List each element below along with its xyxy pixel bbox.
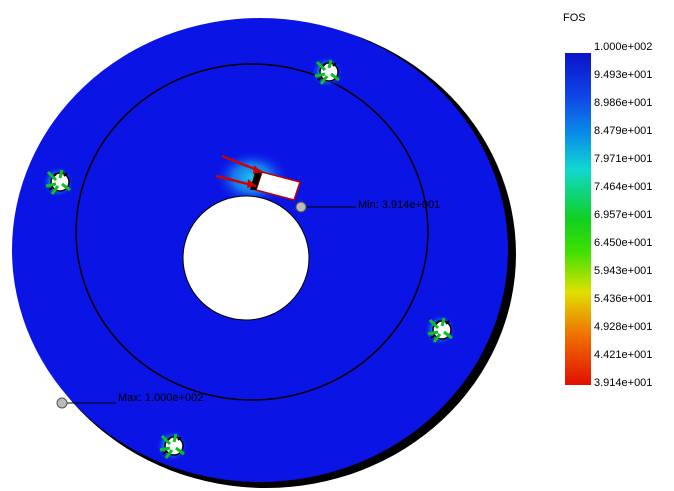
fea-view: Min: 3.914e+001 Max: 1.000e+002 FOS 1.00… xyxy=(0,0,674,491)
min-label: Min: 3.914e+001 xyxy=(358,199,440,211)
legend-label: 8.986e+001 xyxy=(594,97,652,109)
legend-label: 3.914e+001 xyxy=(594,377,652,389)
legend-label: 4.421e+001 xyxy=(594,349,652,361)
legend-label: 8.479e+001 xyxy=(594,125,652,137)
legend-label: 1.000e+002 xyxy=(594,41,652,53)
legend-label: 9.493e+001 xyxy=(594,69,652,81)
legend-label: 7.971e+001 xyxy=(594,153,652,165)
legend-labels: 1.000e+002 9.493e+001 8.986e+001 8.479e+001… xyxy=(594,41,652,389)
legend-label: 5.943e+001 xyxy=(594,265,652,277)
disk xyxy=(12,18,516,488)
legend-label: 5.436e+001 xyxy=(594,293,652,305)
legend-label: 7.464e+001 xyxy=(594,181,652,193)
legend-label: 6.957e+001 xyxy=(594,209,652,221)
color-bar xyxy=(565,53,591,385)
legend-label: 6.450e+001 xyxy=(594,237,652,249)
legend-title: FOS xyxy=(563,12,586,24)
legend-label: 4.928e+001 xyxy=(594,321,652,333)
max-label: Max: 1.000e+002 xyxy=(118,392,203,404)
